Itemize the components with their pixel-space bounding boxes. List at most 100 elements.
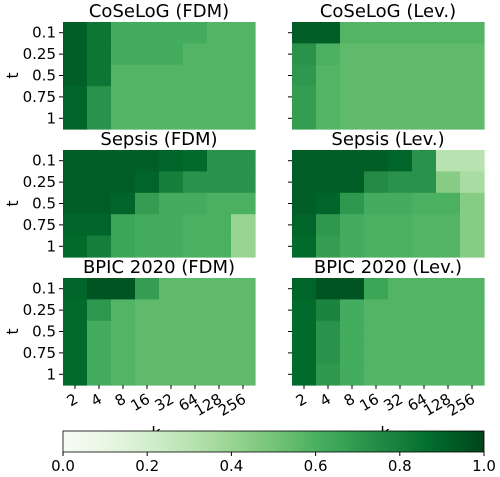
heatmap-cell (111, 363, 136, 386)
heatmap-cell (231, 299, 256, 322)
heatmap-cell (460, 64, 485, 87)
heatmap-cell (159, 278, 184, 300)
heatmap-cell (292, 342, 317, 365)
heatmap-cell (135, 278, 160, 300)
heatmap-cell (63, 43, 88, 66)
heatmap-cell (207, 107, 232, 130)
heatmap-cell (364, 22, 389, 44)
heatmap-cell (316, 107, 341, 130)
panel-title: CoSeLoG (Lev.) (320, 1, 456, 22)
heatmap-cell (460, 342, 485, 365)
heatmap-cell (63, 214, 88, 237)
heatmap-cell (364, 171, 389, 194)
heatmap-cell (436, 107, 461, 130)
colorbar: 0.0 0.2 0.4 0.6 0.8 1.0 (51, 430, 496, 475)
heatmap-cell (316, 235, 341, 258)
y-tick-label: 1 (46, 109, 56, 127)
heatmap-cell (207, 64, 232, 87)
heatmap-cell (412, 320, 437, 343)
heatmap-cell (63, 299, 88, 322)
y-tick-label: 0.5 (32, 195, 56, 213)
heatmap-cell (340, 86, 365, 109)
heatmap-cell (87, 43, 112, 66)
heatmap-cell (183, 320, 208, 343)
heatmap-cell (231, 278, 256, 300)
heatmap-cell (436, 64, 461, 87)
heatmap-cell (316, 64, 341, 87)
heatmap-cell (87, 363, 112, 386)
heatmap-cell (159, 64, 184, 87)
heatmap-cell (412, 299, 437, 322)
heatmap-cell (159, 299, 184, 322)
heatmap-cell (231, 22, 256, 44)
heatmap-cell (87, 299, 112, 322)
heatmap-cell (340, 64, 365, 87)
heatmap-cell (231, 86, 256, 109)
heatmap-cell (292, 22, 317, 44)
heatmap-cell (436, 171, 461, 194)
heatmap-cell (436, 86, 461, 109)
heatmap-cell (436, 235, 461, 258)
heatmap-cell (316, 320, 341, 343)
heatmap-cell (436, 22, 461, 44)
heatmap-cell (388, 342, 413, 365)
colorbar-tick-label: 0.0 (51, 457, 75, 475)
heatmap-cell (292, 43, 317, 66)
y-tick-label: 0.25 (23, 45, 56, 63)
heatmap-cell (340, 22, 365, 44)
heatmap-cell (436, 278, 461, 300)
x-tick-label: 8 (112, 390, 129, 410)
heatmap-cell (412, 107, 437, 130)
heatmap-cell (316, 192, 341, 215)
heatmap-cell (316, 214, 341, 237)
heatmap-cell (340, 171, 365, 194)
colorbar-tick-label: 1.0 (472, 457, 496, 475)
heatmap-cell (460, 43, 485, 66)
heatmap-cell (111, 64, 136, 87)
heatmap-cell (159, 43, 184, 66)
heatmap-cell (340, 342, 365, 365)
heatmap-cell (207, 22, 232, 44)
heatmap-cell (412, 171, 437, 194)
heatmap-cell (135, 22, 160, 44)
heatmap-cell (460, 214, 485, 237)
heatmap-cell (388, 214, 413, 237)
heatmap-cell (183, 363, 208, 386)
heatmap-cell (183, 43, 208, 66)
panel-title: Sepsis (Lev.) (331, 129, 444, 150)
y-tick-label: 0.1 (32, 280, 56, 298)
heatmap-cell (183, 214, 208, 237)
heatmap-cell (111, 192, 136, 215)
heatmap-cell (292, 150, 317, 172)
heatmap-cell (159, 86, 184, 109)
heatmap-cell (292, 363, 317, 386)
colorbar-tick-label: 0.4 (219, 457, 243, 475)
heatmap-cell (135, 342, 160, 365)
heatmap-cell (159, 214, 184, 237)
heatmap-cell (231, 363, 256, 386)
heatmap-cell (364, 192, 389, 215)
heatmap-cell (207, 320, 232, 343)
heatmap-cell (63, 150, 88, 172)
panel-title: BPIC 2020 (Lev.) (314, 257, 462, 278)
heatmap-cell (63, 22, 88, 44)
y-tick-label: 0.75 (23, 88, 56, 106)
x-tick-label: 256 (444, 390, 478, 420)
x-tick-label: 2 (293, 390, 310, 410)
heatmap-cell (87, 320, 112, 343)
heatmap-cell (63, 278, 88, 300)
heatmap-cell (231, 320, 256, 343)
heatmap-cell (412, 150, 437, 172)
heatmap-cell (340, 299, 365, 322)
heatmap-cell (207, 278, 232, 300)
y-axis-label: t (3, 328, 22, 334)
heatmap-cell (87, 235, 112, 258)
colorbar-tick-label: 0.8 (388, 457, 412, 475)
heatmap-cell (364, 278, 389, 300)
x-tick-label: 2 (64, 390, 81, 410)
heatmap-cell (111, 43, 136, 66)
heatmap-cell (135, 320, 160, 343)
heatmap-cell (183, 171, 208, 194)
heatmap-cell (460, 107, 485, 130)
heatmap-cell (364, 107, 389, 130)
